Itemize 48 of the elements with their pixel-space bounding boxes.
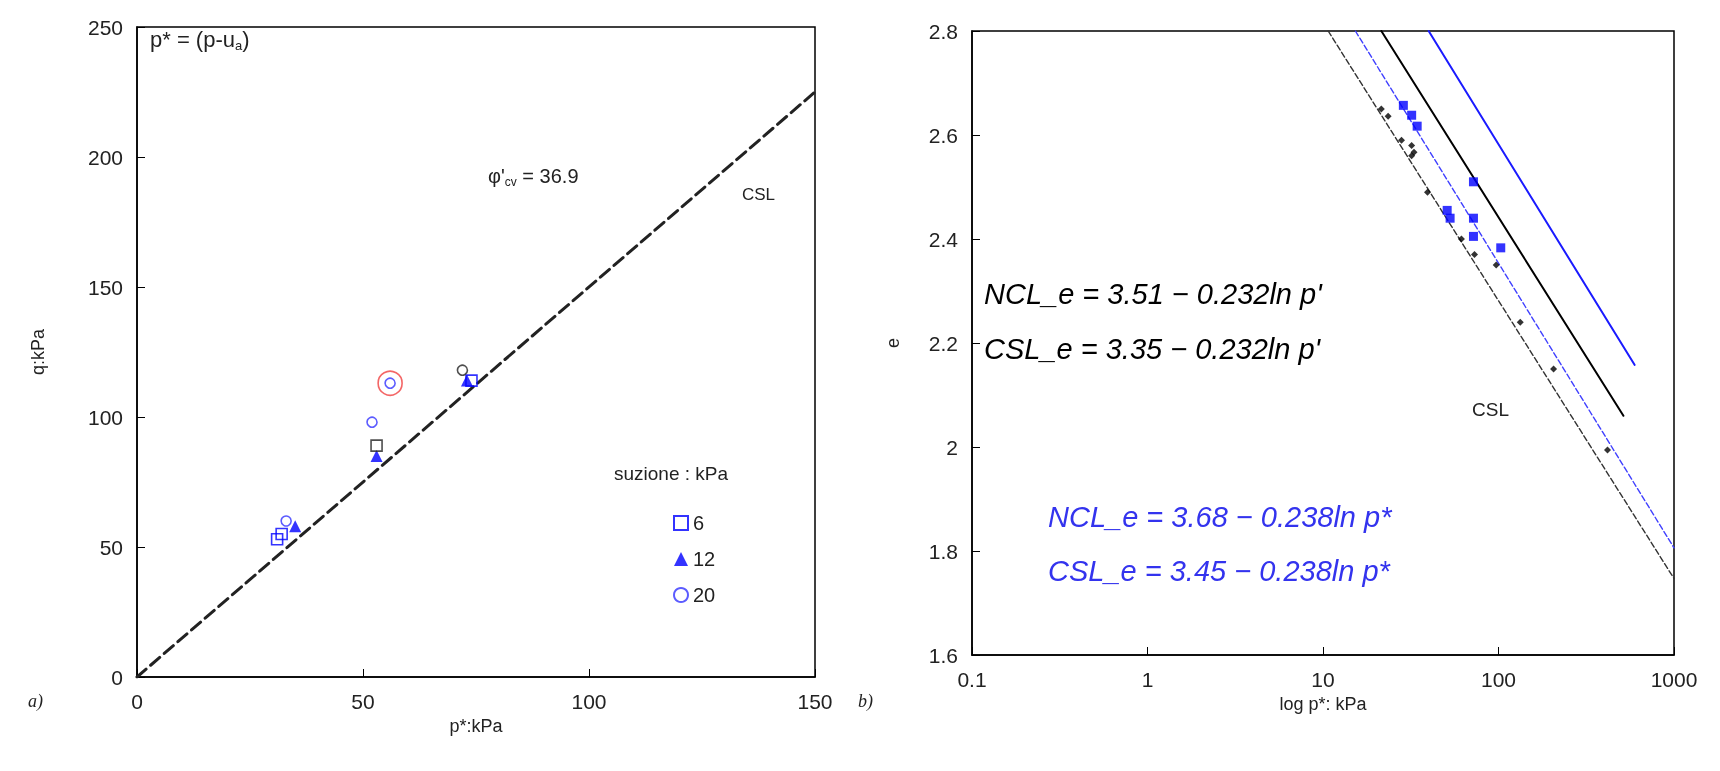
y-tick-label: 1.6 <box>928 643 958 667</box>
legend-label: 6 <box>693 512 705 534</box>
x-tick-label: 100 <box>1480 668 1517 691</box>
x-tick-label: 0.1 <box>957 668 987 691</box>
y-tick-label: 2 <box>946 435 958 459</box>
annotation: CSL_e = 3.35 − 0.232ln p' <box>984 333 1322 366</box>
point <box>377 370 403 396</box>
x-axis-title: log p*: kPa <box>1279 694 1368 714</box>
legend-title: suzione : kPa <box>614 463 729 484</box>
y-axis-title: q:kPa <box>28 328 48 376</box>
point <box>370 450 383 462</box>
point <box>366 416 378 428</box>
text: a) <box>28 691 43 713</box>
annotation: CSL <box>742 184 776 204</box>
point <box>270 532 284 546</box>
y-tick-label: 50 <box>99 535 123 559</box>
point <box>370 439 383 452</box>
x-axis-title: p*:kPa <box>449 715 504 736</box>
y-tick-label: 1.8 <box>928 539 958 563</box>
point <box>289 520 302 533</box>
y-tick-label: 200 <box>87 145 123 169</box>
x-tick-label: 0 <box>131 690 143 713</box>
x-tick-label: 1000 <box>1650 668 1698 691</box>
x-tick-label: 100 <box>571 690 607 713</box>
point <box>275 527 288 541</box>
point <box>280 515 292 527</box>
legend-label: 12 <box>693 548 716 570</box>
x-tick-label: 1 <box>1141 668 1154 691</box>
y-tick-label: 2.4 <box>928 227 959 251</box>
annotation: CSL <box>1472 398 1509 420</box>
y-tick-label: 2.8 <box>928 19 958 43</box>
y-tick-label: 250 <box>87 15 123 39</box>
y-tick-label: 100 <box>87 405 123 429</box>
annotation: NCL_e = 3.68 − 0.238ln p* <box>1048 501 1394 534</box>
point <box>460 374 473 387</box>
legend-label: 20 <box>693 584 716 606</box>
annotation: NCL_e = 3.51 − 0.232ln p' <box>984 278 1324 311</box>
point <box>456 364 469 376</box>
x-tick-label: 50 <box>351 690 375 713</box>
y-tick-label: 2.2 <box>928 331 958 355</box>
x-tick-label: 150 <box>797 690 833 713</box>
x-tick-label: 10 <box>1311 668 1335 691</box>
y-tick-label: 150 <box>87 275 123 299</box>
annotation: CSL_e = 3.45 − 0.238ln p* <box>1048 555 1392 588</box>
y-axis-title: e <box>883 337 903 349</box>
point <box>465 374 478 387</box>
text: b) <box>858 691 873 713</box>
y-tick-label: 2.6 <box>928 123 958 147</box>
